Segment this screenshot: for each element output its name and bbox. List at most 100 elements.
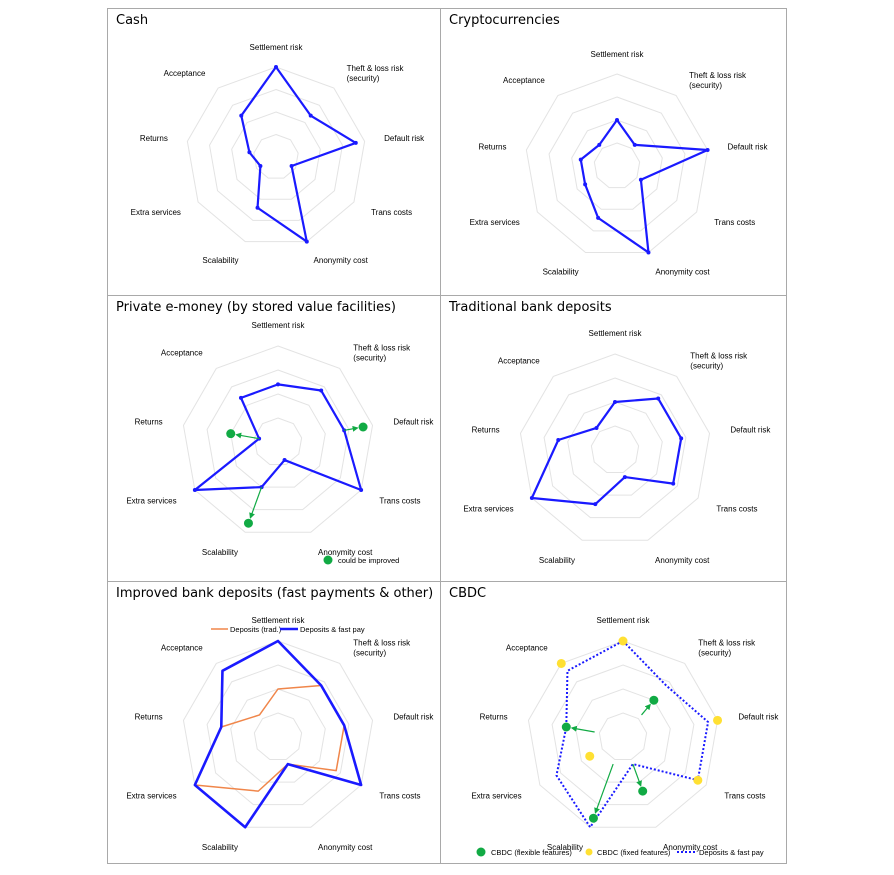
axis-label-line: (security)	[353, 648, 386, 657]
grid-ring	[253, 712, 303, 761]
axis-label-line: Anonymity cost	[314, 256, 369, 265]
axis-label-line: Scalability	[202, 548, 238, 557]
axis-label-settlement-risk: Settlement risk	[252, 616, 306, 625]
grid-ring	[527, 640, 719, 828]
data-point-cbdc-fixed-features	[585, 751, 595, 761]
series-marker	[239, 113, 244, 118]
axis-label-line: (security)	[690, 361, 723, 370]
legend-marker-cbdc-fixed	[585, 848, 593, 856]
grid-ring	[575, 688, 671, 783]
grid-ring	[186, 66, 366, 243]
data-point-could-be-improved	[358, 422, 368, 432]
axis-label-extra-services: Extra services	[126, 792, 176, 801]
series-marker	[597, 142, 602, 147]
series-marker	[529, 496, 534, 500]
series-marker	[593, 502, 598, 507]
axis-label-scalability: Scalability	[202, 256, 238, 265]
data-point-cbdc-fixed-features	[713, 715, 723, 725]
axis-label-line: Acceptance	[503, 76, 545, 85]
grid-ring	[182, 640, 374, 828]
series-marker	[192, 488, 197, 492]
radar-chart: Settlement risk Theft & loss risk (securit…	[126, 321, 434, 565]
axis-label-line: Settlement risk	[589, 329, 643, 338]
series-line-series	[530, 397, 683, 506]
axis-label-anonymity-cost: Anonymity cost	[318, 843, 373, 852]
panel-title: Private e-money (by stored value facilit…	[116, 300, 396, 315]
axis-label-settlement-risk: Settlement risk	[250, 43, 304, 52]
axis-label-line: Extra services	[126, 497, 176, 506]
series-line-series	[240, 65, 357, 243]
grid-ring	[567, 401, 663, 496]
axis-label-trans-costs: Trans costs	[379, 792, 420, 801]
axis-label-line: Returns	[140, 134, 168, 143]
axis-label-line: Anonymity cost	[318, 843, 373, 852]
axis-label-line: Settlement risk	[252, 321, 306, 330]
grid-ring	[230, 393, 326, 488]
improvement-arrow	[249, 486, 263, 519]
axis-label-extra-services: Extra services	[131, 208, 181, 217]
grid-divider-vertical	[440, 9, 441, 863]
axis-label-default-risk: Default risk	[738, 713, 779, 722]
axis-label-line: Theft & loss risk	[690, 351, 748, 360]
grid-ring	[571, 119, 663, 210]
series-marker	[622, 475, 627, 480]
axis-label-trans-costs: Trans costs	[371, 208, 412, 217]
series-marker	[632, 142, 637, 147]
axis-label-line: Extra services	[463, 505, 513, 514]
axis-label-theft-loss-risk: Theft & loss risk (security)	[353, 343, 411, 362]
axis-label-scalability: Scalability	[539, 556, 575, 565]
axis-label-theft-loss-risk: Theft & loss risk (security)	[353, 638, 411, 657]
series-marker	[556, 437, 561, 442]
axis-label-extra-services: Extra services	[471, 792, 521, 801]
axis-label-acceptance: Acceptance	[506, 643, 548, 652]
legend-label-cbdc-flexible: CBDC (flexible features)	[491, 848, 572, 857]
panel-improved-bank-deposits: Improved bank deposits (fast payments & …	[108, 582, 440, 865]
axis-label-line: Acceptance	[161, 643, 203, 652]
axis-label-line: Returns	[472, 426, 500, 435]
axis-label-line: Scalability	[539, 556, 575, 565]
axis-label-scalability: Scalability	[202, 548, 238, 557]
axis-label-returns: Returns	[480, 713, 508, 722]
series-marker	[613, 400, 617, 404]
grid-ring	[253, 417, 303, 466]
axis-label-theft-loss-risk: Theft & loss risk (security)	[690, 351, 748, 370]
axis-label-returns: Returns	[140, 134, 168, 143]
axis-label-line: (security)	[689, 81, 722, 90]
series-marker	[255, 205, 260, 210]
improvement-arrow	[570, 725, 595, 733]
legend-label-deposits-fast-pay: Deposits & fast pay	[699, 848, 764, 857]
axis-label-line: Returns	[135, 713, 163, 722]
axis-label-anonymity-cost: Anonymity cost	[663, 843, 718, 852]
grid-ring	[593, 142, 641, 189]
axis-label-returns: Returns	[135, 418, 163, 427]
axis-label-theft-loss-risk: Theft & loss risk (security)	[347, 64, 405, 83]
radar-chart: Settlement risk Theft & loss risk (securit…	[470, 50, 769, 277]
axis-label-line: Trans costs	[379, 792, 420, 801]
panel-cash: Cash Settlement risk Theft & loss risk (se…	[108, 9, 440, 295]
data-point-cbdc-flexible-features	[588, 813, 598, 823]
axis-label-line: Default risk	[393, 713, 434, 722]
axis-label-line: Anonymity cost	[655, 267, 710, 276]
radar-chart: Settlement risk Theft & loss risk (securit…	[463, 329, 771, 565]
axis-label-line: Trans costs	[714, 218, 755, 227]
improvement-arrow	[344, 425, 359, 432]
panel-title: Cryptocurrencies	[449, 13, 560, 28]
axis-label-line: (security)	[353, 353, 386, 362]
axis-label-line: Trans costs	[716, 505, 757, 514]
axis-label-returns: Returns	[478, 143, 506, 152]
grid-divider-horizontal	[108, 295, 786, 296]
axis-label-default-risk: Default risk	[384, 134, 425, 143]
radar-chart: Settlement risk Theft & loss risk (securit…	[126, 616, 434, 852]
axis-label-line: Theft & loss risk	[698, 638, 756, 647]
axis-label-anonymity-cost: Anonymity cost	[314, 256, 369, 265]
axis-label-theft-loss-risk: Theft & loss risk (security)	[689, 71, 747, 90]
grid-divider-horizontal	[108, 581, 786, 582]
series-marker	[238, 395, 243, 400]
axis-label-line: Scalability	[202, 843, 238, 852]
series-marker	[578, 157, 583, 162]
series-line-deposits-fast-pay	[193, 639, 363, 829]
axis-label-line: Default risk	[728, 143, 769, 152]
panel-title: Traditional bank deposits	[449, 300, 612, 315]
axis-label-acceptance: Acceptance	[503, 76, 545, 85]
series-marker	[258, 164, 263, 168]
